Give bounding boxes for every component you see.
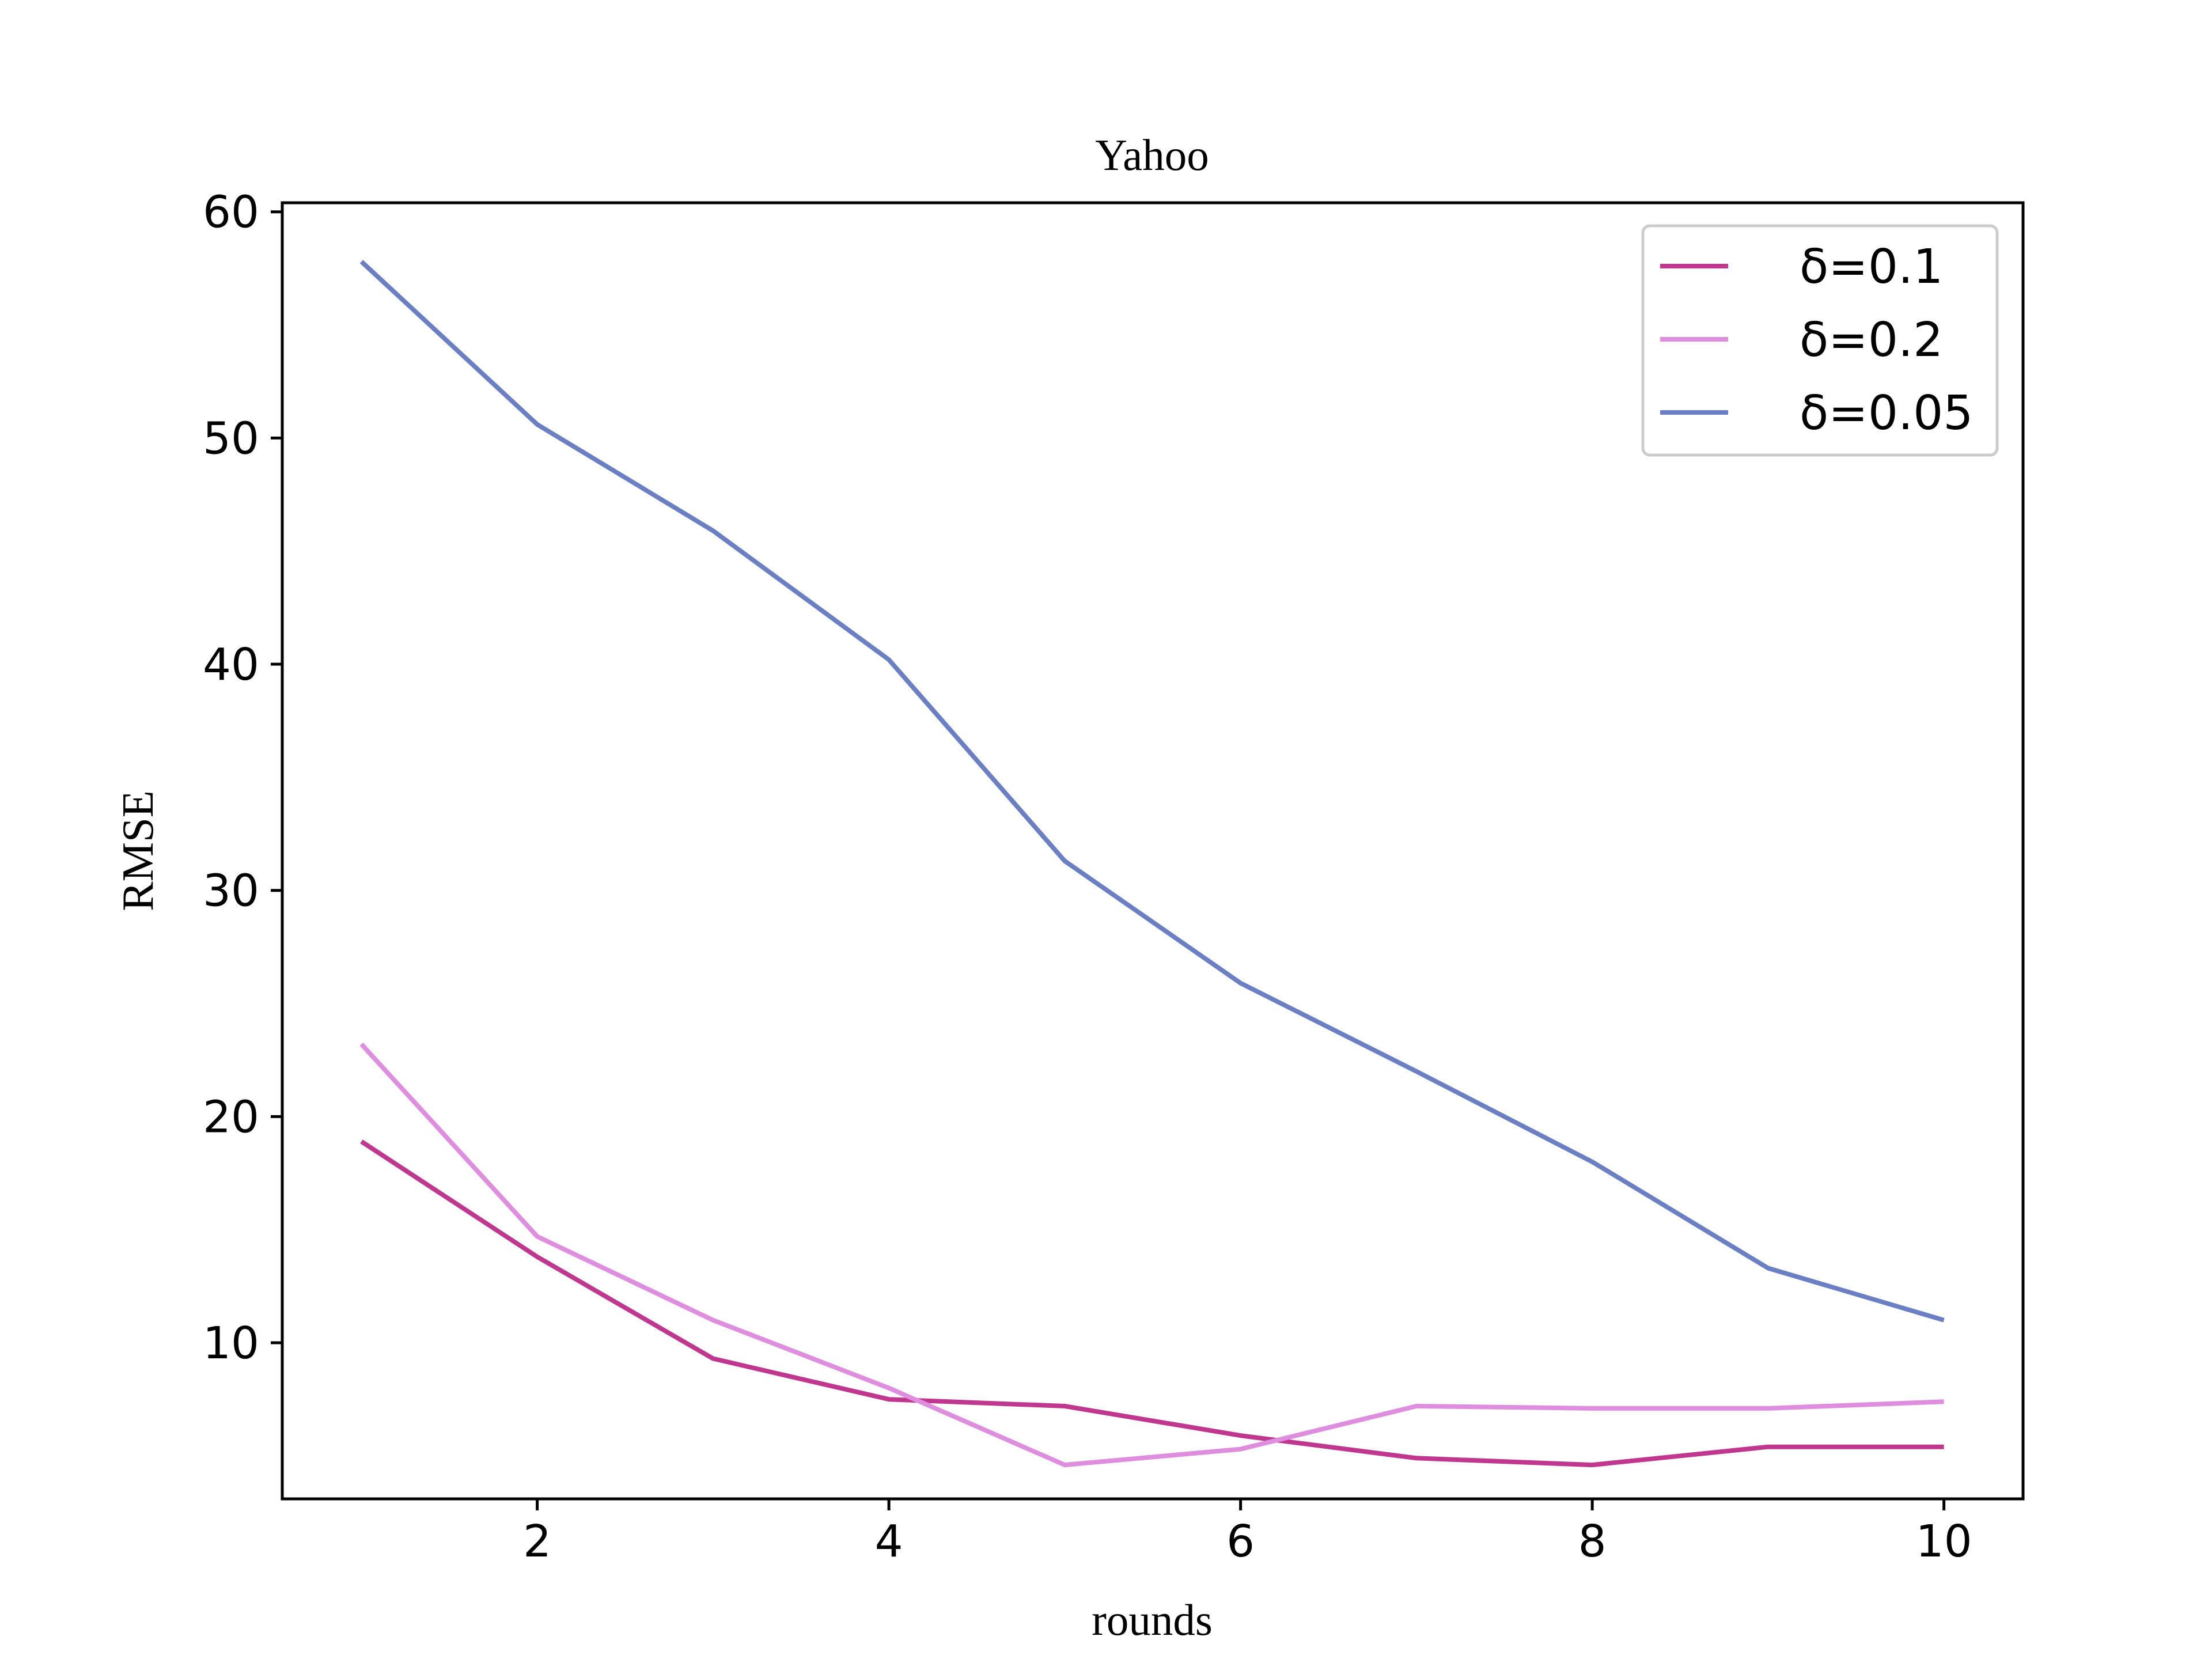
legend-label-1: δ=0.2 bbox=[1800, 313, 1943, 368]
y-tick-label: 60 bbox=[203, 187, 259, 238]
x-tick-label: 6 bbox=[1226, 1516, 1255, 1567]
x-tick-label: 2 bbox=[523, 1516, 551, 1567]
y-tick-label: 40 bbox=[203, 639, 259, 691]
plot-area bbox=[281, 201, 2025, 1501]
legend: δ=0.1 δ=0.2 δ=0.05 bbox=[1641, 224, 1999, 457]
y-tick-label: 10 bbox=[203, 1318, 259, 1369]
x-axis-title: rounds bbox=[1092, 1595, 1213, 1645]
y-tick-label: 20 bbox=[203, 1092, 259, 1143]
chart-title: Yahoo bbox=[1095, 130, 1209, 180]
plot-frame bbox=[281, 201, 2025, 1501]
y-axis: 10 20 30 40 50 60 bbox=[203, 187, 282, 1369]
y-axis-title: RMSE bbox=[113, 790, 162, 911]
y-tick-label: 30 bbox=[203, 866, 259, 917]
y-tick-label: 50 bbox=[203, 413, 259, 464]
legend-label-0: δ=0.1 bbox=[1800, 240, 1943, 294]
x-tick-label: 10 bbox=[1916, 1516, 1972, 1567]
series-line-2 bbox=[359, 260, 1945, 1323]
legend-label-2: δ=0.05 bbox=[1800, 386, 1973, 441]
legend-frame bbox=[1641, 224, 1999, 457]
series-line-1 bbox=[359, 1043, 1944, 1468]
series-line-0 bbox=[360, 1139, 1944, 1468]
x-axis: 2 4 6 8 10 bbox=[523, 1499, 1972, 1567]
series-layer bbox=[359, 260, 1945, 1468]
x-tick-label: 8 bbox=[1578, 1516, 1607, 1567]
x-tick-label: 4 bbox=[875, 1516, 903, 1567]
